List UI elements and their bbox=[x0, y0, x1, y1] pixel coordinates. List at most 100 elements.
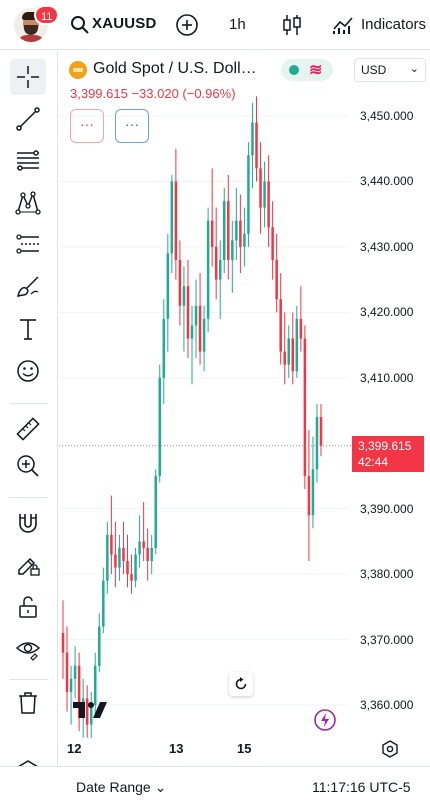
candle bbox=[279, 273, 282, 365]
candle-body bbox=[319, 417, 323, 446]
candle-body bbox=[307, 475, 311, 516]
candle-body bbox=[315, 417, 319, 470]
candle-body bbox=[77, 665, 81, 719]
price-tick-label: 3,420.000 bbox=[360, 305, 414, 320]
price-tick-label: 3,410.000 bbox=[360, 370, 414, 385]
indicator-button-2[interactable]: ··· bbox=[115, 109, 149, 143]
time-tick-label: 15 bbox=[237, 741, 252, 756]
emoji-tool[interactable] bbox=[10, 353, 46, 389]
timezone-clock[interactable]: 11:17:16 UTC-5 bbox=[312, 779, 411, 795]
indicators-icon[interactable] bbox=[331, 13, 355, 37]
prediction-tool[interactable] bbox=[10, 227, 46, 263]
candle-body bbox=[247, 155, 250, 234]
candle-body bbox=[69, 678, 73, 692]
remove-drawings-tool[interactable] bbox=[10, 685, 46, 721]
candle bbox=[214, 207, 218, 300]
candle-body bbox=[174, 181, 178, 260]
candle-body bbox=[218, 259, 222, 280]
hide-drawings-tool[interactable] bbox=[10, 631, 46, 667]
candle bbox=[150, 534, 153, 575]
candle bbox=[227, 174, 230, 280]
candle-body bbox=[295, 318, 299, 372]
candle-body bbox=[126, 561, 129, 575]
candle bbox=[122, 521, 125, 575]
settings-icon[interactable] bbox=[381, 740, 399, 758]
pattern-tool[interactable] bbox=[10, 185, 46, 221]
candle bbox=[178, 240, 182, 326]
candle bbox=[303, 325, 307, 490]
brush-tool[interactable] bbox=[10, 269, 46, 305]
time-tick-label: 12 bbox=[67, 741, 82, 756]
notification-badge: 11 bbox=[34, 5, 60, 25]
lock-drawings-tool[interactable] bbox=[10, 589, 46, 625]
crosshair-tool[interactable] bbox=[10, 59, 46, 95]
text-tool[interactable] bbox=[10, 311, 46, 347]
measure-tool[interactable] bbox=[10, 411, 46, 447]
indicators-button[interactable]: Indicators bbox=[361, 16, 427, 33]
candle-body bbox=[251, 122, 254, 156]
candle-body bbox=[130, 574, 133, 581]
interval-button[interactable]: 1h bbox=[229, 16, 246, 33]
candle-body bbox=[134, 554, 137, 581]
reset-icon bbox=[235, 677, 247, 690]
candle bbox=[255, 96, 258, 182]
flash-icon[interactable] bbox=[313, 708, 337, 732]
market-open-dot-icon bbox=[289, 65, 299, 75]
currency-select[interactable]: USD ⌄ bbox=[354, 58, 426, 82]
candles-icon[interactable] bbox=[281, 13, 303, 37]
symbol-name[interactable]: XAUUSD bbox=[92, 15, 157, 32]
candle bbox=[206, 207, 210, 332]
candle bbox=[142, 502, 145, 562]
candle bbox=[110, 495, 113, 575]
market-status-pill[interactable]: ≋ bbox=[281, 59, 333, 81]
candle bbox=[166, 233, 170, 352]
candle-body bbox=[287, 338, 290, 365]
candle-body bbox=[267, 181, 270, 228]
fib-retracement-icon bbox=[17, 150, 39, 171]
candle bbox=[319, 403, 323, 457]
zoom-tool[interactable] bbox=[10, 448, 46, 484]
candle bbox=[275, 233, 278, 313]
candle bbox=[134, 547, 137, 588]
candle bbox=[77, 652, 81, 732]
drawing-toolbar bbox=[0, 51, 58, 795]
candle bbox=[235, 187, 238, 260]
candle bbox=[210, 168, 214, 267]
stay-in-drawing-mode-tool[interactable] bbox=[10, 547, 46, 583]
candle-body bbox=[150, 547, 153, 562]
candle bbox=[89, 691, 93, 738]
add-symbol-icon[interactable] bbox=[175, 13, 199, 37]
trend-line-tool[interactable] bbox=[10, 101, 46, 137]
search-icon[interactable] bbox=[70, 15, 90, 35]
candle-body bbox=[166, 253, 170, 319]
avatar-hair bbox=[22, 12, 40, 20]
candle bbox=[315, 403, 319, 483]
candle bbox=[61, 600, 65, 679]
last-price-label: 3,399.615 42:44 bbox=[352, 436, 424, 472]
magnet-tool[interactable] bbox=[10, 505, 46, 541]
chart-pane[interactable]: Gold Spot / U.S. Doll… 3,399.615 −33.020… bbox=[59, 51, 430, 766]
candle bbox=[106, 521, 109, 594]
date-range-button[interactable]: Date Range ⌄ bbox=[76, 779, 166, 796]
candle bbox=[182, 266, 186, 352]
time-tick-label: 13 bbox=[169, 741, 184, 756]
candle-body bbox=[235, 220, 238, 241]
date-range-label: Date Range bbox=[76, 779, 151, 795]
candle bbox=[162, 299, 166, 404]
legend-title[interactable]: Gold Spot / U.S. Doll… bbox=[93, 60, 257, 77]
fib-tool[interactable] bbox=[10, 143, 46, 179]
indicator-button-1[interactable]: ··· bbox=[70, 109, 104, 143]
candle-body bbox=[182, 286, 186, 306]
candle-body bbox=[223, 201, 226, 260]
candle bbox=[138, 515, 141, 568]
text-icon bbox=[20, 319, 36, 340]
candle bbox=[158, 364, 161, 483]
tradingview-logo[interactable] bbox=[71, 699, 111, 721]
bar-countdown: 42:44 bbox=[358, 455, 389, 469]
candle bbox=[307, 430, 311, 562]
candle bbox=[259, 142, 262, 234]
unlock-icon bbox=[19, 596, 37, 618]
reset-chart-button[interactable] bbox=[229, 672, 253, 696]
candlestick-chart[interactable] bbox=[59, 51, 430, 766]
top-toolbar: 11 XAUUSD 1h Indicators bbox=[0, 0, 430, 50]
